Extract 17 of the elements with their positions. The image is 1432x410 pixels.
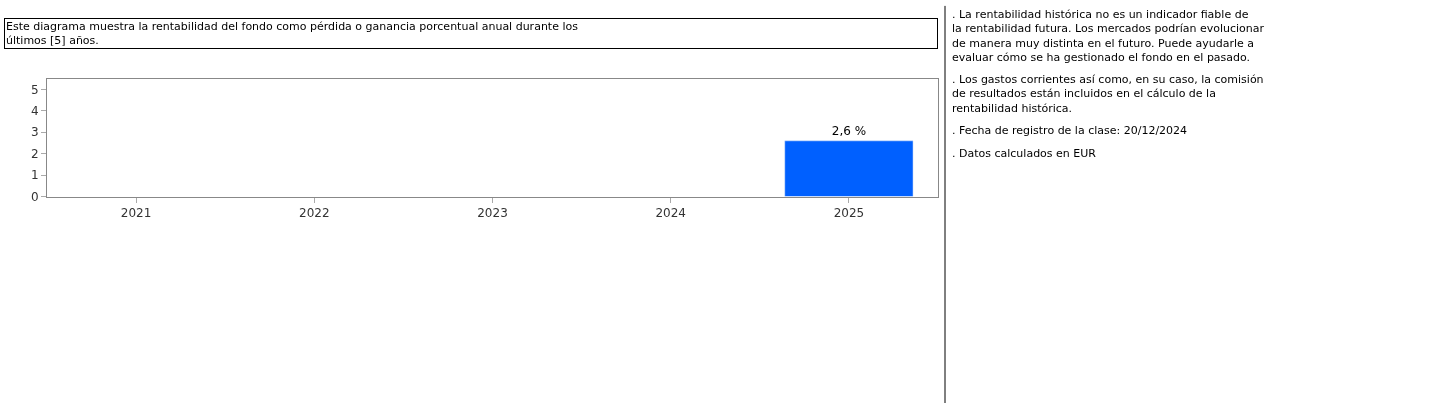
text: . Los gastos corrientes así como, en su caso, la comisión de resultados están incluidos en el cálculo de la rentabilidad histórica. bbox=[952, 73, 1264, 115]
text: . La rentabilidad histórica no es un indicador fiable de la rentabilidad futura. Los mercados podrían evolucionar de manera muy distinta en el futuro. Puede ayudarle a evaluar cómo se ha gestionado el fondo en el pasado. bbox=[952, 8, 1265, 64]
y-tick-label: 0 bbox=[30, 189, 39, 204]
data-label: 2,6 % bbox=[831, 123, 867, 138]
y-tick-label: 1 bbox=[30, 168, 39, 183]
x-tick-label: 2023 bbox=[477, 205, 508, 220]
y-tick-label: 5 bbox=[30, 82, 39, 97]
text: . Fecha de registro de la clase: 20/12/2024 bbox=[952, 124, 1188, 137]
x-tick-label: 2024 bbox=[655, 205, 686, 220]
chart-title: Este diagrama muestra la rentabilidad del fondo como pérdida o ganancia porcentual anual durante los últimos [5] años. bbox=[6, 20, 579, 48]
y-tick-label: 2 bbox=[30, 146, 39, 161]
x-tick-label: 2025 bbox=[833, 205, 865, 220]
y-tick-label: 3 bbox=[30, 125, 39, 140]
x-tick-label: 2021 bbox=[120, 205, 152, 220]
x-tick-label: 2022 bbox=[299, 205, 330, 220]
text: . Datos calculados en EUR bbox=[952, 147, 1097, 160]
y-tick-label: 4 bbox=[30, 104, 39, 118]
